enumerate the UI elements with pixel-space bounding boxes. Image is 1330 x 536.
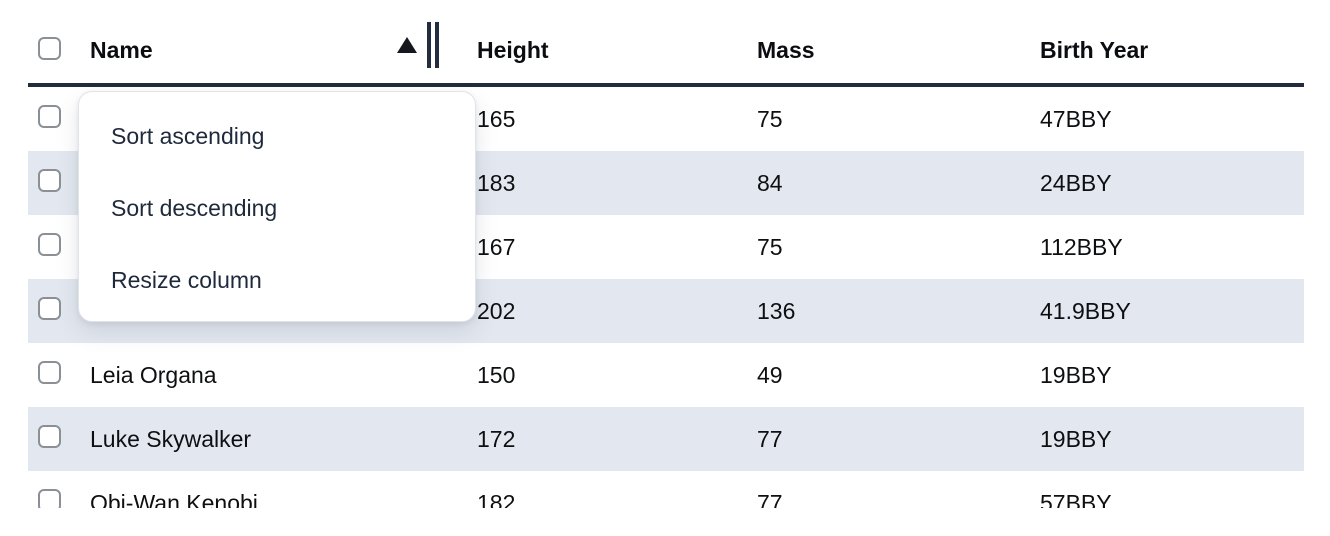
cell-mass: 84 [757, 169, 783, 196]
cell-birth-year: 24BBY [1040, 169, 1112, 196]
cell-height: 150 [477, 361, 516, 388]
sort-ascending-icon [397, 36, 417, 53]
resize-bar-icon [427, 21, 431, 68]
cell-mass: 75 [757, 233, 783, 260]
cell-mass: 136 [757, 297, 796, 324]
row-checkbox[interactable] [38, 488, 61, 508]
resize-bar-icon [435, 21, 439, 68]
table-row: Leia Organa 150 49 19BBY [28, 343, 1304, 407]
cell-height: 172 [477, 425, 516, 452]
column-header-birth-year[interactable]: Birth Year [1040, 37, 1149, 63]
table-row: Luke Skywalker 172 77 19BBY [28, 407, 1304, 471]
row-checkbox[interactable] [38, 424, 61, 448]
column-context-menu: Sort ascending Sort descending Resize co… [78, 91, 476, 322]
cell-birth-year: 57BBY [1040, 489, 1112, 509]
cell-name: Obi-Wan Kenobi [90, 489, 258, 509]
cell-birth-year: 112BBY [1040, 233, 1123, 260]
cell-height: 167 [477, 233, 516, 260]
cell-height: 165 [477, 105, 516, 132]
column-header-mass[interactable]: Mass [757, 37, 815, 63]
row-checkbox[interactable] [38, 168, 61, 192]
menu-item-sort-descending[interactable]: Sort descending [111, 194, 278, 221]
cell-mass: 49 [757, 361, 783, 388]
table-header-row: Name Height Mass Birth Year [28, 0, 1304, 87]
select-all-cell [28, 36, 80, 65]
row-checkbox[interactable] [38, 232, 61, 256]
row-checkbox[interactable] [38, 360, 61, 384]
select-all-checkbox[interactable] [38, 36, 61, 60]
cell-height: 202 [477, 297, 516, 324]
cell-birth-year: 41.9BBY [1040, 297, 1131, 324]
column-header-height[interactable]: Height [477, 37, 549, 63]
cell-mass: 75 [757, 105, 783, 132]
cell-name: Luke Skywalker [90, 425, 252, 452]
table-row: 167 75 112BBY [28, 215, 1304, 279]
menu-item-sort-ascending[interactable]: Sort ascending [111, 122, 265, 149]
row-checkbox[interactable] [38, 296, 61, 320]
column-header-name[interactable]: Name [80, 18, 467, 83]
table-row: Obi-Wan Kenobi 182 77 57BBY [28, 471, 1304, 508]
cell-height: 182 [477, 489, 516, 509]
cell-birth-year: 19BBY [1040, 425, 1112, 452]
cell-mass: 77 [757, 489, 783, 509]
row-checkbox[interactable] [38, 104, 61, 128]
cell-birth-year: 47BBY [1040, 105, 1112, 132]
table-row: 165 75 47BBY [28, 87, 1304, 151]
menu-item-resize-column[interactable]: Resize column [111, 266, 262, 293]
cell-height: 183 [477, 169, 516, 196]
cell-mass: 77 [757, 425, 783, 452]
cell-name: Leia Organa [90, 361, 217, 388]
column-resize-handle[interactable] [427, 21, 439, 68]
column-header-name-label: Name [90, 37, 153, 63]
cell-birth-year: 19BBY [1040, 361, 1112, 388]
